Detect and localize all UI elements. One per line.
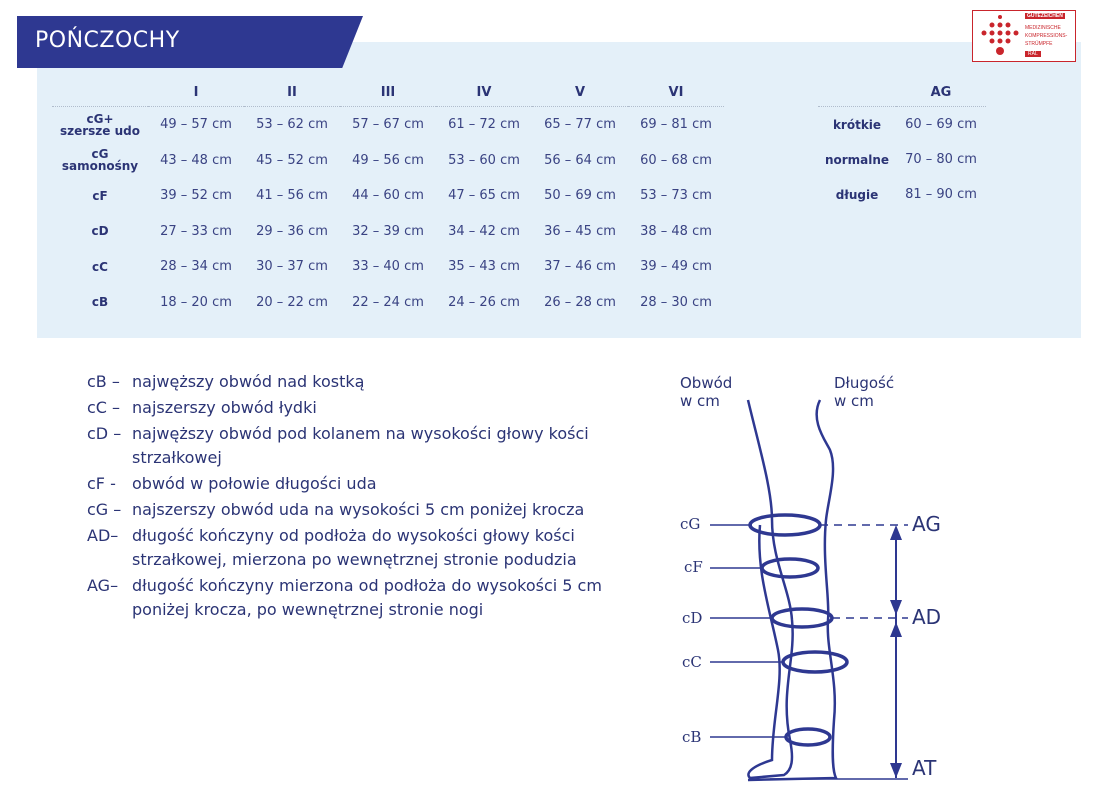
legend-item: AD– długość kończyny od podłoża do wysoko… <box>87 526 577 569</box>
cell: 44 – 60 cm <box>352 188 424 204</box>
length-table: AG krótkie 60 – 69 cm normalne 70 – 80 cm … <box>818 78 986 212</box>
length-label: AT <box>912 756 937 780</box>
table-row: cF 39 – 52 cm 41 – 56 cm 44 – 60 cm 47 – 65 … <box>52 178 724 214</box>
cell: 65 – 77 cm <box>544 117 616 133</box>
row-label: cC <box>92 259 108 274</box>
legend-item: cG – najszerszy obwód uda na wysokości 5 … <box>87 500 585 519</box>
ral-quality-logo: GÜTEZEICHEN MEDIZINISCHE KOMPRESSIONS- S… <box>972 10 1076 62</box>
length-title: Długość w cm <box>834 374 895 410</box>
length-label: AD <box>912 605 942 629</box>
cell: 43 – 48 cm <box>160 152 232 168</box>
cell: 36 – 45 cm <box>544 223 616 239</box>
logo-text: KOMPRESSIONS- <box>1025 33 1068 39</box>
table-row: cG samonośny 43 – 48 cm 45 – 52 cm 49 – 56 c… <box>52 143 724 179</box>
table-row: cC 28 – 34 cm 30 – 37 cm 33 – 40 cm 35 – 43 … <box>52 249 724 285</box>
table-row: cD 27 – 33 cm 29 – 36 cm 32 – 39 cm 34 – 42 … <box>52 214 724 250</box>
cell: 70 – 80 cm <box>905 152 977 167</box>
column-header: VI <box>628 78 724 107</box>
table-header: I II III IV V VI <box>52 78 724 107</box>
cell: 57 – 67 cm <box>352 117 424 133</box>
logo-text: GÜTEZEICHEN <box>1025 13 1065 19</box>
cell: 33 – 40 cm <box>352 259 424 275</box>
row-label: cB <box>91 295 109 310</box>
logo-text: RAL <box>1025 51 1041 57</box>
cell: 61 – 72 cm <box>448 117 520 133</box>
cell: 26 – 28 cm <box>544 294 616 310</box>
table-row: krótkie 60 – 69 cm <box>818 107 986 143</box>
page-title: POŃCZOCHY <box>35 28 180 53</box>
cell: 60 – 69 cm <box>905 117 977 132</box>
column-header: IV <box>436 78 532 107</box>
leg-drawing <box>710 399 908 782</box>
cell: 49 – 56 cm <box>352 152 424 168</box>
cell: 47 – 65 cm <box>448 188 520 204</box>
column-header: II <box>244 78 340 107</box>
cell: 28 – 34 cm <box>160 259 232 275</box>
row-label: krótkie <box>832 117 882 132</box>
cell: 20 – 22 cm <box>256 294 328 310</box>
cell: 53 – 73 cm <box>640 188 712 204</box>
legend-item: cF - obwód w połowie długości uda <box>87 474 377 493</box>
cell: 24 – 26 cm <box>448 294 520 310</box>
cell: 53 – 60 cm <box>448 152 520 168</box>
cell: 60 – 68 cm <box>640 152 712 168</box>
cell: 39 – 49 cm <box>640 259 712 275</box>
row-label: długie <box>835 187 879 202</box>
cell: 18 – 20 cm <box>160 294 232 310</box>
table-row: długie 81 – 90 cm <box>818 177 986 212</box>
circumference-title: Obwód w cm <box>680 374 733 410</box>
row-label: cG samonośny <box>61 147 139 174</box>
table-row: cB 18 – 20 cm 20 – 22 cm 22 – 24 cm 24 – 26 … <box>52 285 724 321</box>
column-header: I <box>148 78 244 107</box>
cell: 53 – 62 cm <box>256 117 328 133</box>
circ-label: cC <box>682 653 702 671</box>
cell: 38 – 48 cm <box>640 223 712 239</box>
dots-icon <box>981 15 1019 55</box>
cell: 22 – 24 cm <box>352 294 424 310</box>
legend-item: AG– długość kończyny mierzona od podłoża … <box>87 576 602 619</box>
length-label: AG <box>912 512 941 536</box>
circ-label: cF <box>684 558 703 576</box>
row-label: cG+ szersze udo <box>59 111 140 138</box>
column-header: III <box>340 78 436 107</box>
row-label: cD <box>91 224 109 239</box>
legend-item: cC – najszerszy obwód łydki <box>87 398 317 417</box>
legend-item: cD – najwęższy obwód pod kolanem na wysok… <box>87 424 589 467</box>
cell: 35 – 43 cm <box>448 259 520 275</box>
row-label: cF <box>92 188 108 203</box>
cell: 56 – 64 cm <box>544 152 616 168</box>
cell: 28 – 30 cm <box>640 294 712 310</box>
legend-item: cB – najwęższy obwód nad kostką <box>87 372 365 391</box>
logo-text: STRÜMPFE <box>1025 41 1053 47</box>
column-header: AG <box>896 78 986 107</box>
table-row: cG+ szersze udo 49 – 57 cm 53 – 62 cm 57 – 6… <box>52 107 724 143</box>
cell: 49 – 57 cm <box>160 117 232 133</box>
table-row: normalne 70 – 80 cm <box>818 142 986 177</box>
cell: 50 – 69 cm <box>544 188 616 204</box>
size-table: I II III IV V VI cG+ szersze udo 49 – 57 c… <box>52 78 724 320</box>
cell: 32 – 39 cm <box>352 223 424 239</box>
cell: 37 – 46 cm <box>544 259 616 275</box>
column-header: V <box>532 78 628 107</box>
logo-text: MEDIZINISCHE <box>1025 25 1061 31</box>
cell: 45 – 52 cm <box>256 152 328 168</box>
circ-label: cG <box>680 515 701 533</box>
cell: 39 – 52 cm <box>160 188 232 204</box>
cell: 81 – 90 cm <box>905 187 977 202</box>
cell: 30 – 37 cm <box>256 259 328 275</box>
cell: 27 – 33 cm <box>160 223 232 239</box>
circ-label: cD <box>682 609 703 627</box>
row-label: normalne <box>824 152 890 167</box>
cell: 34 – 42 cm <box>448 223 520 239</box>
title-banner: POŃCZOCHY <box>17 16 363 68</box>
circ-label: cB <box>682 728 702 746</box>
legend: cB – najwęższy obwód nad kostką cC – najsz… <box>87 370 647 624</box>
cell: 41 – 56 cm <box>256 188 328 204</box>
cell: 69 – 81 cm <box>640 117 712 133</box>
cell: 29 – 36 cm <box>256 223 328 239</box>
